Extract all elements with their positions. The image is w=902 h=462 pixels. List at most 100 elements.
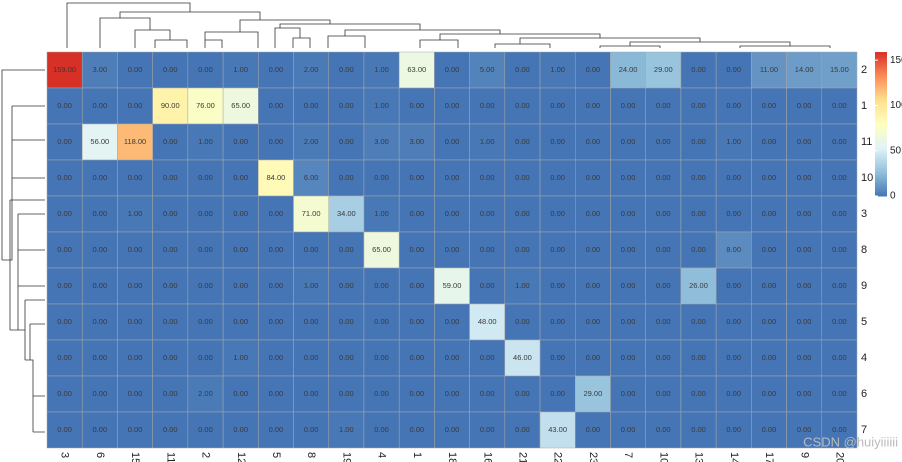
- cell-label: 0.00: [304, 101, 319, 110]
- cell-label: 0.00: [93, 317, 108, 326]
- heatmap-cell: [363, 411, 400, 449]
- cell-label: 0.00: [445, 101, 460, 110]
- heatmap-cell: [328, 231, 365, 269]
- cell-label: 2.00: [304, 137, 319, 146]
- row-label: 5: [861, 316, 867, 328]
- row-label: 11: [861, 136, 872, 148]
- cell-label: 0.00: [233, 317, 248, 326]
- cell-label: 0.00: [374, 317, 389, 326]
- cell-label: 0.00: [762, 281, 777, 290]
- row-label: 8: [861, 244, 867, 256]
- heatmap-cell: [152, 267, 189, 305]
- colorbar-step: [875, 126, 887, 130]
- cell-label: 0.00: [797, 317, 812, 326]
- colorbar-step: [875, 174, 887, 178]
- heatmap-cell: [187, 411, 224, 449]
- heatmap-cell: [398, 267, 435, 305]
- heatmap-cell: [258, 195, 294, 233]
- heatmap-cell: [293, 195, 329, 233]
- column-label: 7: [622, 452, 634, 458]
- cell-label: 65.00: [372, 245, 391, 254]
- heatmap-cell: [821, 231, 858, 269]
- cell-label: 0.00: [304, 317, 319, 326]
- colorbar-step: [875, 157, 887, 161]
- cell-label: 0.00: [128, 173, 143, 182]
- heatmap-cell: [539, 87, 576, 125]
- cell-label: 0.00: [515, 173, 530, 182]
- cell-label: 3.00: [93, 65, 108, 74]
- heatmap-cell: [434, 159, 470, 197]
- cell-label: 0.00: [832, 317, 847, 326]
- heatmap-cell: [363, 339, 400, 377]
- heatmap-cell: [645, 375, 682, 413]
- cell-label: 71.00: [302, 209, 321, 218]
- heatmap-cell: [539, 195, 576, 233]
- cell-label: 76.00: [196, 101, 215, 110]
- cell-label: 0.00: [832, 245, 847, 254]
- colorbar-step: [875, 83, 887, 87]
- cell-label: 0.00: [586, 173, 601, 182]
- cell-label: 0.00: [269, 353, 284, 362]
- cell-label: 0.00: [163, 137, 178, 146]
- cell-label: 0.00: [339, 281, 354, 290]
- heatmap-cell: [610, 411, 646, 449]
- cell-label: 0.00: [304, 389, 319, 398]
- heatmap-cell: [46, 159, 83, 197]
- cell-label: 0.00: [550, 137, 565, 146]
- cell-label: 0.00: [409, 425, 424, 434]
- cell-label: 0.00: [233, 245, 248, 254]
- cell-label: 90.00: [161, 101, 180, 110]
- colorbar-step: [875, 109, 887, 113]
- colorbar-step: [875, 138, 887, 142]
- cell-label: 0.00: [832, 281, 847, 290]
- cell-label: 0.00: [621, 425, 636, 434]
- cell-label: 0.00: [93, 281, 108, 290]
- column-label: 6: [94, 452, 106, 458]
- cell-label: 0.00: [374, 389, 389, 398]
- cell-label: 0.00: [656, 101, 671, 110]
- cell-label: 0.00: [480, 209, 495, 218]
- cell-label: 0.00: [691, 353, 706, 362]
- cell-label: 0.00: [797, 281, 812, 290]
- cell-label: 0.00: [726, 389, 741, 398]
- colorbar-step: [875, 191, 887, 195]
- column-label: 10: [657, 452, 669, 462]
- cell-label: 0.00: [269, 425, 284, 434]
- cell-label: 0.00: [409, 353, 424, 362]
- cell-label: 0.00: [93, 425, 108, 434]
- cell-label: 0.00: [198, 65, 213, 74]
- cell-label: 1.00: [304, 281, 319, 290]
- cell-label: 0.00: [550, 353, 565, 362]
- heatmap-cell: [715, 339, 752, 377]
- colorbar-step: [875, 78, 887, 82]
- cell-label: 48.00: [478, 317, 497, 326]
- heatmap-cell: [504, 87, 541, 125]
- cell-label: 0.00: [445, 173, 460, 182]
- heatmap-cell: [293, 159, 329, 197]
- colorbar-step: [875, 181, 887, 185]
- cell-label: 0.00: [269, 245, 284, 254]
- heatmap-cell: [821, 303, 858, 341]
- colorbar-step: [875, 119, 887, 123]
- heatmap-cell: [187, 267, 224, 305]
- cell-label: 0.00: [409, 389, 424, 398]
- heatmap-cell: [715, 375, 752, 413]
- heatmap-cell: [363, 51, 400, 89]
- colorbar-step: [875, 133, 887, 137]
- cell-label: 0.00: [339, 389, 354, 398]
- heatmap-cell: [715, 195, 752, 233]
- cell-label: 34.00: [337, 209, 356, 218]
- cell-label: 0.00: [57, 209, 72, 218]
- heatmap-cell: [821, 87, 858, 125]
- colorbar-step: [875, 56, 887, 60]
- colorbar-step: [875, 66, 887, 70]
- heatmap-cell: [46, 231, 83, 269]
- cell-label: 0.00: [586, 209, 601, 218]
- cell-label: 0.00: [128, 317, 143, 326]
- heatmap-cell: [117, 159, 153, 197]
- cell-label: 0.00: [163, 425, 178, 434]
- cell-label: 11.00: [760, 65, 778, 74]
- colorbar-step: [875, 85, 887, 89]
- cell-label: 0.00: [198, 173, 213, 182]
- cell-label: 0.00: [445, 137, 460, 146]
